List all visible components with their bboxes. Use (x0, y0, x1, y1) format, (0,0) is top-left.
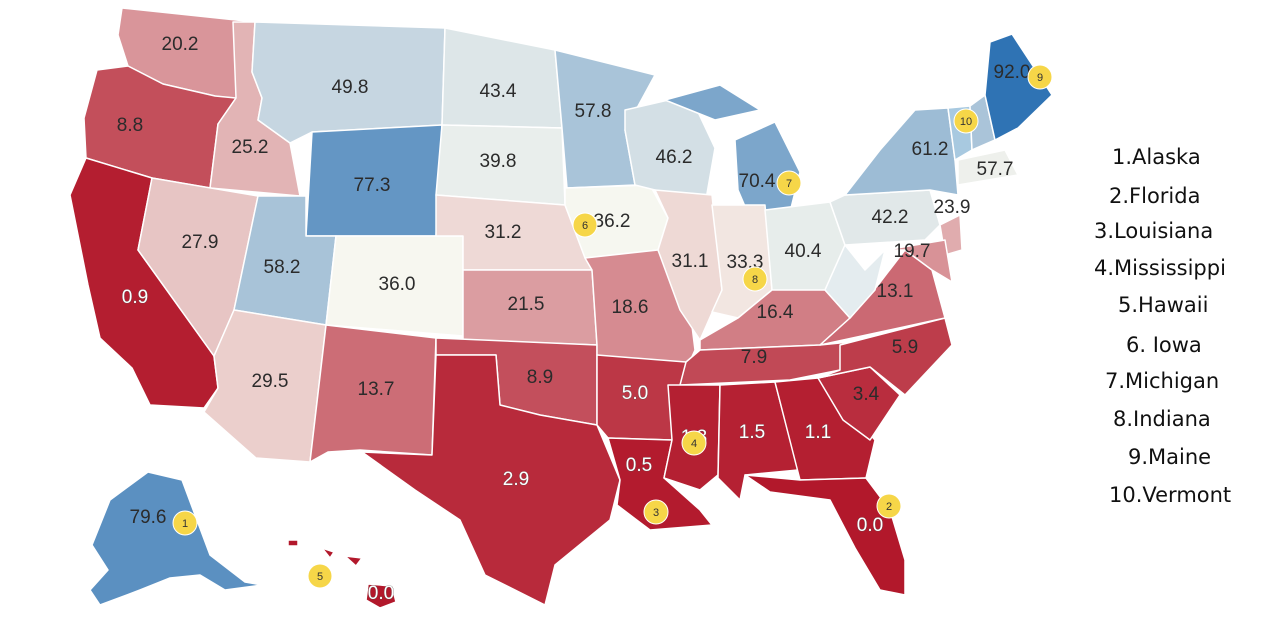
state-md (884, 239, 953, 283)
value-label-wy: 77.3 (354, 175, 391, 196)
rank-marker-7: 7 (776, 170, 802, 196)
rank-marker-3: 3 (643, 499, 669, 525)
value-label-va: 13.1 (877, 281, 914, 302)
rank-marker-number: 8 (752, 274, 758, 286)
value-label-la: 0.5 (626, 455, 652, 476)
rank-marker-number: 5 (317, 571, 323, 583)
rank-marker-9: 9 (1027, 64, 1053, 90)
value-label-mi: 70.4 (739, 171, 776, 192)
value-label-mn: 57.8 (575, 101, 612, 122)
value-label-nj: 23.9 (934, 197, 971, 218)
legend-item-indiana: 8.Indiana (1113, 407, 1211, 431)
value-label-id: 25.2 (232, 137, 269, 158)
rank-marker-number: 6 (582, 220, 588, 232)
value-label-sd: 39.8 (480, 151, 517, 172)
legend-item-maine: 9.Maine (1128, 445, 1212, 469)
rank-marker-circle (1027, 64, 1053, 90)
value-label-or: 8.8 (117, 115, 143, 136)
rank-marker-circle (742, 266, 768, 292)
rank-marker-circle (776, 170, 802, 196)
rank-marker-circle (172, 510, 198, 536)
legend-item-hawaii: 5.Hawaii (1118, 293, 1209, 317)
value-label-tn: 7.9 (741, 347, 767, 368)
value-label-ne: 31.2 (485, 222, 522, 243)
value-label-fl: 0.0 (857, 515, 883, 536)
state-ma (957, 149, 1019, 186)
value-labels-layer: 20.28.80.925.227.949.877.358.229.536.013… (117, 34, 1031, 604)
value-label-ga: 1.1 (805, 422, 831, 443)
state-me (984, 33, 1053, 141)
state-ga (774, 377, 876, 481)
rank-marker-number: 2 (886, 501, 892, 513)
rank-markers-layer: 1 2 3 4 5 6 7 8 9 10 (172, 64, 1053, 589)
value-label-sc: 3.4 (853, 384, 880, 405)
rank-marker-circle (572, 212, 598, 238)
value-label-oh: 40.4 (785, 241, 822, 262)
rank-marker-10: 10 (953, 108, 979, 134)
rank-marker-5: 5 (307, 563, 333, 589)
value-label-ok: 8.9 (527, 367, 553, 388)
rank-marker-circle (307, 563, 333, 589)
value-label-al: 1.5 (739, 422, 765, 443)
legend-item-alaska: 1.Alaska (1112, 145, 1201, 169)
rank-marker-number: 9 (1037, 72, 1043, 84)
value-label-me: 92.0 (994, 62, 1031, 83)
value-label-co: 36.0 (379, 274, 416, 295)
rank-marker-circle (681, 430, 707, 456)
legend-item-florida: 2.Florida (1109, 184, 1201, 208)
legend-item-mississippi: 4.Mississippi (1094, 256, 1226, 280)
legend-item-vermont: 10.Vermont (1109, 483, 1232, 507)
rank-marker-1: 1 (172, 510, 198, 536)
state-fl (744, 474, 906, 596)
rank-marker-6: 6 (572, 212, 598, 238)
rank-marker-number: 3 (653, 507, 659, 519)
value-label-tx: 2.9 (503, 469, 529, 490)
rank-marker-2: 2 (876, 493, 902, 519)
rank-marker-circle (876, 493, 902, 519)
value-label-ia: 36.2 (594, 211, 631, 232)
value-label-il: 31.1 (672, 251, 709, 272)
value-label-nh: 57.7 (977, 159, 1014, 180)
value-label-ut: 58.2 (264, 257, 301, 278)
value-label-nd: 43.4 (480, 81, 517, 102)
rank-marker-circle (953, 108, 979, 134)
legend-item-michigan: 7.Michigan (1105, 369, 1220, 393)
value-label-md: 19.7 (894, 241, 931, 262)
state-hi (287, 539, 397, 609)
rank-marker-number: 1 (182, 518, 188, 530)
state-nc (817, 317, 953, 396)
value-label-ky: 16.4 (757, 302, 794, 323)
legend-item-iowa: 6. Iowa (1126, 333, 1202, 357)
rank-marker-circle (643, 499, 669, 525)
value-label-ak: 79.6 (130, 507, 167, 528)
value-label-pa: 42.2 (872, 207, 909, 228)
rank-marker-4: 4 (681, 430, 707, 456)
value-label-mo: 18.6 (612, 297, 649, 318)
rank-marker-number: 4 (691, 438, 697, 450)
value-label-ks: 21.5 (508, 294, 545, 315)
value-label-ar: 5.0 (622, 383, 648, 404)
value-label-hi: 0.0 (368, 583, 394, 604)
state-ak (89, 471, 263, 606)
rank-marker-number: 7 (786, 178, 792, 190)
value-label-wa: 20.2 (162, 34, 199, 55)
rank-marker-8: 8 (742, 266, 768, 292)
state-tx (361, 354, 621, 606)
value-label-nc: 5.9 (892, 337, 918, 358)
value-label-mt: 49.8 (332, 77, 369, 98)
value-label-nv: 27.9 (182, 232, 219, 253)
value-label-nm: 13.7 (358, 379, 395, 400)
states-layer (69, 7, 1053, 609)
value-label-ca: 0.9 (122, 287, 148, 308)
value-label-ny: 61.2 (912, 139, 949, 160)
value-label-wi: 46.2 (656, 147, 693, 168)
value-label-az: 29.5 (252, 371, 289, 392)
rank-marker-number: 10 (960, 116, 972, 128)
state-nd (441, 27, 563, 129)
legend-item-louisiana: 3.Louisiana (1094, 219, 1214, 243)
